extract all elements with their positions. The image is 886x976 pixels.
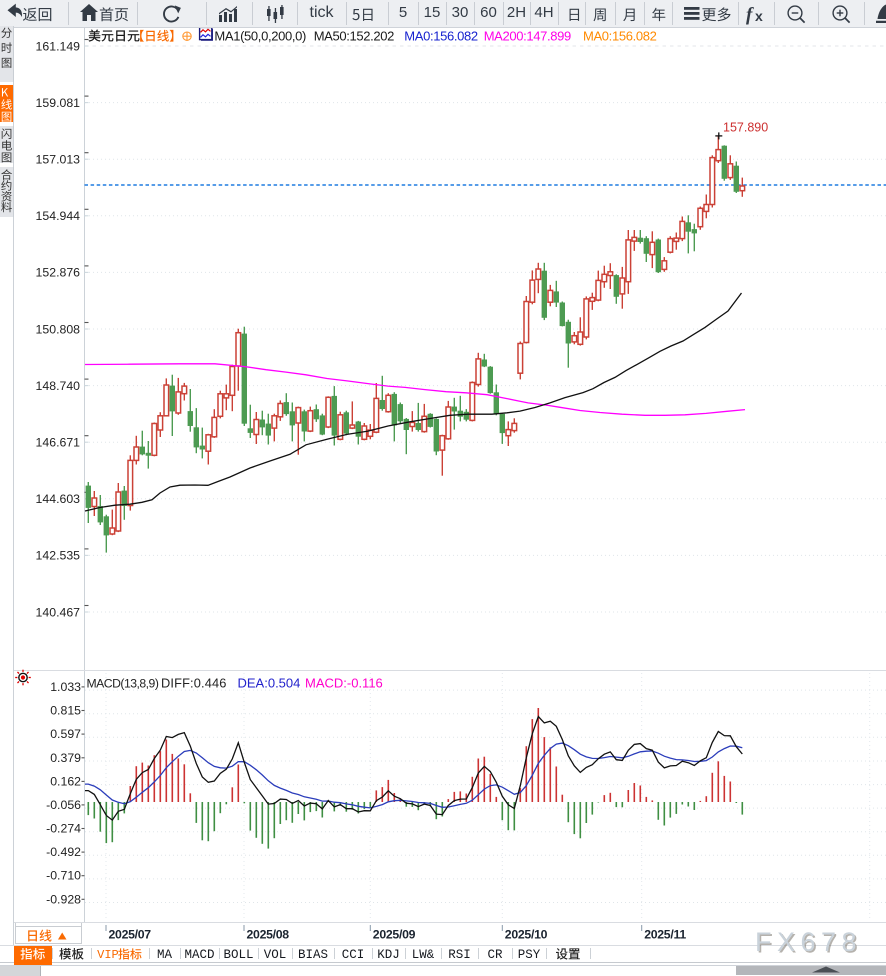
svg-text:-0.492: -0.492 — [46, 845, 81, 859]
svg-text:VOL: VOL — [264, 948, 287, 962]
svg-text:-0.710: -0.710 — [46, 869, 81, 883]
svg-text:2025/10: 2025/10 — [505, 928, 548, 942]
svg-text:-0.274: -0.274 — [46, 822, 81, 836]
svg-text:0.597: 0.597 — [50, 727, 81, 741]
svg-text:1.033: 1.033 — [50, 680, 81, 694]
svg-text:MA: MA — [157, 948, 173, 962]
svg-text:157.013: 157.013 — [36, 153, 81, 167]
svg-text:f: f — [746, 5, 754, 26]
svg-text:MA1(50,0,200,0): MA1(50,0,200,0) — [214, 29, 306, 44]
svg-text:159.081: 159.081 — [36, 96, 81, 110]
svg-text:146.671: 146.671 — [36, 436, 81, 450]
svg-text:MACD(13,8,9): MACD(13,8,9) — [87, 677, 159, 691]
svg-text:PSY: PSY — [518, 948, 541, 962]
svg-text:MA200:147.899: MA200:147.899 — [484, 29, 571, 44]
svg-text:-0.928: -0.928 — [46, 892, 81, 906]
svg-text:MACD:-0.116: MACD:-0.116 — [305, 676, 383, 691]
svg-text:0.379: 0.379 — [50, 751, 81, 765]
svg-text:CR: CR — [487, 948, 503, 962]
svg-text:0.815: 0.815 — [50, 704, 81, 718]
svg-text:CCI: CCI — [342, 948, 365, 962]
svg-text:x: x — [755, 8, 763, 24]
svg-text:152.876: 152.876 — [36, 266, 81, 280]
svg-text:DIFF:0.446: DIFF:0.446 — [161, 676, 227, 691]
svg-text:MA0:156.082: MA0:156.082 — [404, 29, 478, 44]
svg-text:-0.056: -0.056 — [46, 798, 81, 812]
svg-text:140.467: 140.467 — [36, 605, 81, 619]
svg-text:KDJ: KDJ — [377, 948, 400, 962]
svg-text:RSI: RSI — [448, 948, 471, 962]
svg-text:0.162: 0.162 — [50, 774, 81, 788]
svg-text:161.149: 161.149 — [36, 39, 81, 53]
svg-text:BOLL: BOLL — [223, 948, 253, 962]
svg-text:MA0:156.082: MA0:156.082 — [583, 29, 657, 44]
svg-text:LW&: LW& — [412, 948, 435, 962]
svg-text:148.740: 148.740 — [36, 379, 81, 393]
svg-text:DEA:0.504: DEA:0.504 — [238, 676, 301, 691]
svg-text:144.603: 144.603 — [36, 492, 81, 506]
svg-text:2025/09: 2025/09 — [373, 928, 416, 942]
svg-text:154.944: 154.944 — [36, 209, 81, 223]
svg-text:142.535: 142.535 — [36, 549, 81, 563]
svg-text:157.890: 157.890 — [723, 121, 768, 135]
svg-text:2025/08: 2025/08 — [247, 928, 290, 942]
svg-text:VIP: VIP — [97, 948, 119, 962]
svg-text:2025/11: 2025/11 — [644, 928, 686, 942]
svg-text:BIAS: BIAS — [298, 948, 328, 962]
svg-text:MACD: MACD — [184, 948, 214, 962]
svg-text:150.808: 150.808 — [36, 322, 81, 336]
svg-text:MA50:152.202: MA50:152.202 — [314, 29, 394, 44]
svg-text:2025/07: 2025/07 — [109, 928, 152, 942]
